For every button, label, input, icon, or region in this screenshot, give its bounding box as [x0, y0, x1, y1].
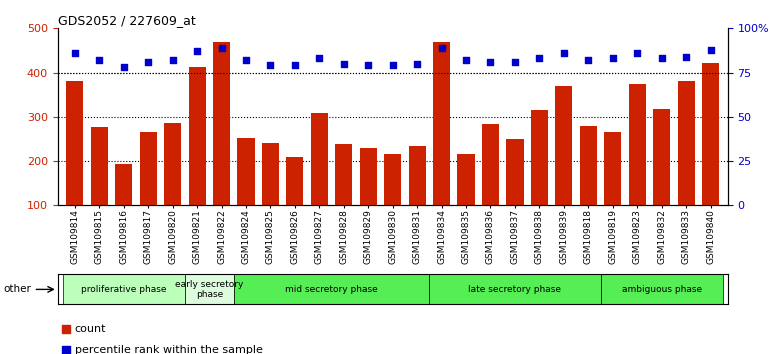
- Bar: [139, 132, 157, 205]
- Point: [411, 61, 424, 67]
- Text: mid secretory phase: mid secretory phase: [285, 285, 378, 294]
- Point: [464, 108, 477, 114]
- Bar: [91, 127, 108, 205]
- Point: [607, 56, 619, 61]
- Bar: [360, 148, 377, 205]
- Bar: [678, 81, 695, 205]
- Text: count: count: [75, 324, 106, 334]
- Point: [680, 54, 692, 59]
- Point: [631, 50, 644, 56]
- Point: [166, 57, 179, 63]
- Bar: [189, 67, 206, 205]
- Bar: [409, 147, 426, 205]
- Bar: [164, 122, 181, 205]
- Text: other: other: [4, 284, 32, 293]
- Bar: [311, 113, 328, 205]
- Bar: [604, 132, 621, 205]
- Bar: [433, 42, 450, 205]
- Bar: [116, 164, 132, 205]
- Text: percentile rank within the sample: percentile rank within the sample: [75, 346, 263, 354]
- Point: [582, 57, 594, 63]
- Point: [69, 50, 81, 56]
- Point: [118, 64, 130, 70]
- Bar: [66, 81, 83, 205]
- Bar: [234, 274, 430, 304]
- Point: [460, 57, 472, 63]
- Point: [534, 56, 546, 61]
- Point: [142, 59, 154, 65]
- Point: [464, 301, 477, 307]
- Bar: [62, 274, 185, 304]
- Point: [191, 48, 203, 54]
- Text: proliferative phase: proliferative phase: [81, 285, 166, 294]
- Bar: [262, 143, 279, 205]
- Point: [436, 45, 448, 51]
- Point: [313, 56, 326, 61]
- Bar: [286, 156, 303, 205]
- Point: [362, 63, 374, 68]
- Point: [239, 57, 252, 63]
- Bar: [507, 139, 524, 205]
- Point: [93, 57, 105, 63]
- Bar: [555, 86, 572, 205]
- Bar: [384, 154, 401, 205]
- Bar: [653, 109, 670, 205]
- Text: ambiguous phase: ambiguous phase: [621, 285, 701, 294]
- Bar: [601, 274, 723, 304]
- Bar: [580, 126, 597, 205]
- Bar: [430, 274, 601, 304]
- Text: GDS2052 / 227609_at: GDS2052 / 227609_at: [58, 14, 196, 27]
- Bar: [457, 154, 474, 205]
- Text: late secretory phase: late secretory phase: [468, 285, 561, 294]
- Point: [387, 63, 399, 68]
- Point: [557, 50, 570, 56]
- Point: [337, 61, 350, 67]
- Point: [484, 59, 497, 65]
- Bar: [237, 138, 255, 205]
- Bar: [335, 144, 353, 205]
- Point: [216, 45, 228, 51]
- Bar: [531, 110, 548, 205]
- Point: [509, 59, 521, 65]
- Bar: [628, 84, 646, 205]
- Text: early secretory
phase: early secretory phase: [175, 280, 243, 299]
- Bar: [213, 42, 230, 205]
- Point: [655, 56, 668, 61]
- Point: [705, 47, 717, 52]
- Bar: [482, 124, 499, 205]
- Bar: [702, 63, 719, 205]
- Point: [289, 63, 301, 68]
- Bar: [185, 274, 234, 304]
- Point: [264, 63, 276, 68]
